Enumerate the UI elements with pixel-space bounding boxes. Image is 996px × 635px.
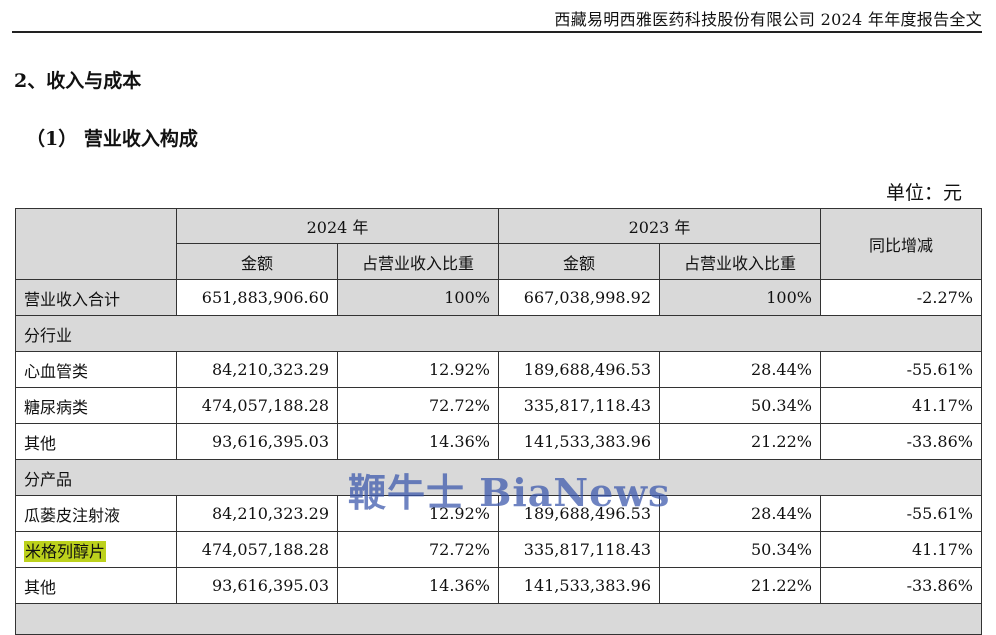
row-label: 米格列醇片: [15, 531, 177, 568]
amount-2023-cell: 141,533,383.96: [498, 567, 660, 604]
bianews-watermark: 鞭牛士 BiaNews: [348, 470, 671, 515]
ratio-2024-cell: 12.92%: [337, 495, 499, 532]
ratio-2024-cell: 72.72%: [337, 531, 499, 568]
ratio-2023-cell: 100%: [659, 279, 821, 316]
amount-2023-cell: 335,817,118.43: [498, 387, 660, 424]
section-row-industry: 分行业: [15, 315, 982, 352]
ratio-2023-cell: 28.44%: [659, 495, 821, 532]
ratio-2024-cell: 12.92%: [337, 351, 499, 388]
header-ratio-2023: 占营业收入比重: [659, 243, 821, 280]
table-header-row-2: 金额 占营业收入比重 金额 占营业收入比重: [16, 243, 982, 280]
header-year-2024: 2024 年: [176, 208, 499, 244]
header-amount-2024: 金额: [176, 243, 338, 280]
amount-2023-cell: 189,688,496.53: [498, 351, 660, 388]
yoy-cell: -55.61%: [820, 351, 982, 388]
header-divider: [12, 31, 982, 33]
amount-2024-cell: 84,210,323.29: [176, 351, 338, 388]
row-label: 其他: [15, 423, 177, 460]
yoy-cell: -2.27%: [820, 279, 982, 316]
ratio-2023-cell: 21.22%: [659, 423, 821, 460]
yoy-cell: -33.86%: [820, 423, 982, 460]
amount-2023-cell: 667,038,998.92: [498, 279, 660, 316]
header-year-2023: 2023 年: [498, 208, 821, 244]
table-row: 糖尿病类 474,057,188.28 72.72% 335,817,118.4…: [15, 387, 982, 424]
ratio-2023-cell: 28.44%: [659, 351, 821, 388]
ratio-2024-cell: 72.72%: [337, 387, 499, 424]
section-label-industry: 分行业: [15, 315, 982, 352]
table-row: 瓜蒌皮注射液 84,210,323.29 12.92% 189,688,496.…: [15, 495, 982, 532]
amount-2023-cell: 335,817,118.43: [498, 531, 660, 568]
yoy-cell: -55.61%: [820, 495, 982, 532]
amount-2024-cell: 474,057,188.28: [176, 387, 338, 424]
amount-2024-cell: 651,883,906.60: [176, 279, 338, 316]
row-label: 瓜蒌皮注射液: [15, 495, 177, 532]
table-header-row-1: 2024 年 2023 年 同比增减: [15, 208, 982, 280]
header-blank-cell: [15, 208, 177, 280]
table-row: 其他 93,616,395.03 14.36% 141,533,383.96 2…: [15, 423, 982, 460]
amount-2024-cell: 93,616,395.03: [176, 423, 338, 460]
header-yoy-change: 同比增减: [820, 208, 982, 280]
table-row: 米格列醇片 474,057,188.28 72.72% 335,817,118.…: [15, 531, 982, 568]
yoy-cell: -33.86%: [820, 567, 982, 604]
section-row-product: 分产品: [15, 459, 982, 496]
ratio-2024-cell: 14.36%: [337, 423, 499, 460]
ratio-2023-cell: 50.34%: [659, 387, 821, 424]
ratio-2024-cell: 14.36%: [337, 567, 499, 604]
report-header-title: 西藏易明西雅医药科技股份有限公司 2024 年年度报告全文: [554, 10, 982, 29]
subsection-title: （1） 营业收入构成: [26, 128, 198, 150]
row-label: 糖尿病类: [15, 387, 177, 424]
row-label: 其他: [15, 567, 177, 604]
table-row-total: 营业收入合计 651,883,906.60 100% 667,038,998.9…: [15, 279, 982, 316]
ratio-2023-cell: 50.34%: [659, 531, 821, 568]
cut-off-cell: [15, 603, 982, 635]
revenue-composition-table: 2024 年 2023 年 同比增减 金额 占营业收入比重 金额 占营业收入比重…: [15, 208, 982, 635]
table-row: 其他 93,616,395.03 14.36% 141,533,383.96 2…: [15, 567, 982, 604]
section-title: 2、收入与成本: [14, 70, 142, 92]
section-label-product: 分产品: [15, 459, 982, 496]
ratio-2024-cell: 100%: [337, 279, 499, 316]
row-label: 心血管类: [15, 351, 177, 388]
amount-2023-cell: 141,533,383.96: [498, 423, 660, 460]
row-label: 营业收入合计: [15, 279, 177, 316]
unit-label: 单位：元: [885, 182, 962, 204]
ratio-2023-cell: 21.22%: [659, 567, 821, 604]
yoy-cell: 41.17%: [820, 387, 982, 424]
amount-2024-cell: 84,210,323.29: [176, 495, 338, 532]
table-row: 心血管类 84,210,323.29 12.92% 189,688,496.53…: [15, 351, 982, 388]
amount-2023-cell: 189,688,496.53: [498, 495, 660, 532]
header-amount-2023: 金额: [498, 243, 660, 280]
yoy-cell: 41.17%: [820, 531, 982, 568]
highlighted-product-name: 米格列醇片: [24, 540, 107, 562]
table-row-cut-off: [15, 603, 982, 635]
amount-2024-cell: 474,057,188.28: [176, 531, 338, 568]
header-ratio-2024: 占营业收入比重: [337, 243, 499, 280]
amount-2024-cell: 93,616,395.03: [176, 567, 338, 604]
